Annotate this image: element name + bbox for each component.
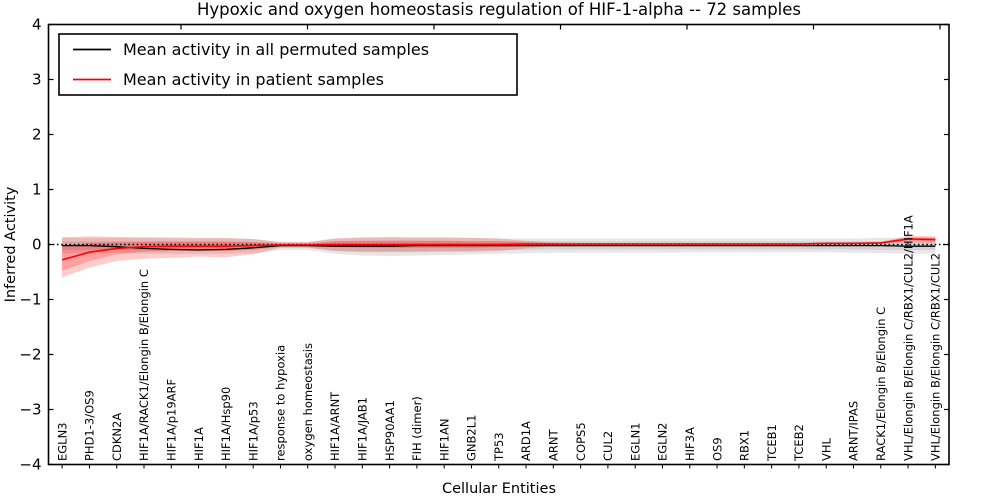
x-tick-label: oxygen homeostasis — [301, 343, 315, 461]
x-tick-label: CDKN2A — [110, 413, 124, 461]
plot-frame — [47, 23, 950, 466]
x-tick-label: ARD1A — [519, 421, 533, 461]
x-tick-label: RBX1 — [738, 430, 752, 461]
x-tick-label: HIF1A/p19ARF — [165, 379, 179, 461]
y-tick-label: 4 — [32, 16, 42, 34]
y-tick-label: 1 — [32, 181, 42, 199]
x-tick-label: ARNT/IPAS — [847, 401, 861, 461]
x-tick-label: TCEB2 — [792, 424, 806, 462]
x-tick-label: RACK1/Elongin B/Elongin C — [874, 307, 888, 461]
x-tick-label: PHD1-3/OS9 — [83, 390, 97, 461]
x-tick-label: HIF1A/RACK1/Elongin B/Elongin C — [137, 269, 151, 461]
legend: Mean activity in all permuted samples Me… — [58, 33, 518, 96]
x-tick-label: HSP90AA1 — [383, 400, 397, 461]
x-tick-label: HIF1A/p53 — [246, 401, 260, 461]
x-tick-label: HIF1A/Hsp90 — [219, 387, 233, 461]
y-tick-label: −4 — [19, 456, 41, 474]
x-tick-label: HIF3A — [683, 427, 697, 461]
x-tick-label: TP53 — [492, 432, 506, 462]
x-tick-label: EGLN2 — [656, 422, 670, 461]
x-tick-label: response to hypoxia — [274, 345, 288, 461]
x-tick-label: EGLN3 — [55, 422, 69, 461]
legend-label-permuted: Mean activity in all permuted samples — [123, 40, 429, 59]
x-tick-label: OS9 — [710, 437, 724, 461]
x-tick-label: FIH (dimer) — [410, 396, 424, 461]
chart-title: Hypoxic and oxygen homeostasis regulatio… — [197, 0, 801, 19]
legend-box — [58, 33, 518, 96]
x-tick-label: TCEB1 — [765, 424, 779, 462]
series-line-patient — [61, 238, 936, 261]
plot-content: 4 3 2 1 0 −1 −2 −3 −4 EGLN3 PHD1-3/OS9 CDKN2A HIF1A/… — [19, 16, 949, 474]
x-tick-label: HIF1A/JAB1 — [356, 397, 370, 461]
x-tick-label: HIF1A/ARNT — [328, 391, 342, 461]
y-tick-label: −2 — [19, 346, 41, 364]
y-tick-label: −3 — [19, 401, 41, 419]
y-tick-label: 0 — [32, 236, 42, 254]
x-tick-label: HIF1A — [192, 427, 206, 461]
series-line-permuted — [62, 244, 936, 251]
x-tick-label: GNB2L1 — [465, 415, 479, 461]
x-tick-label: CUL2 — [601, 431, 615, 461]
x-axis-label: Cellular Entities — [442, 481, 556, 497]
y-axis-label: Inferred Activity — [3, 186, 19, 302]
x-tick-label: VHL — [819, 437, 833, 461]
legend-label-patient: Mean activity in patient samples — [123, 70, 384, 89]
x-tick-label: ARNT — [547, 429, 561, 461]
y-tick-label: 2 — [32, 126, 42, 144]
x-tick-label: COPS5 — [574, 422, 588, 461]
x-tick-label: VHL/Elongin B/Elongin C/RBX1/CUL2 — [929, 253, 943, 461]
y-tick-label: −1 — [19, 291, 41, 309]
x-tick-label: HIF1AN — [437, 419, 451, 461]
x-tick-label: EGLN1 — [628, 422, 642, 461]
y-tick-label: 3 — [32, 71, 42, 89]
band-permuted-std-outer — [62, 237, 936, 257]
x-tick-label: VHL/Elongin B/Elongin C/RBX1/CUL2/HIF1A — [901, 215, 915, 461]
